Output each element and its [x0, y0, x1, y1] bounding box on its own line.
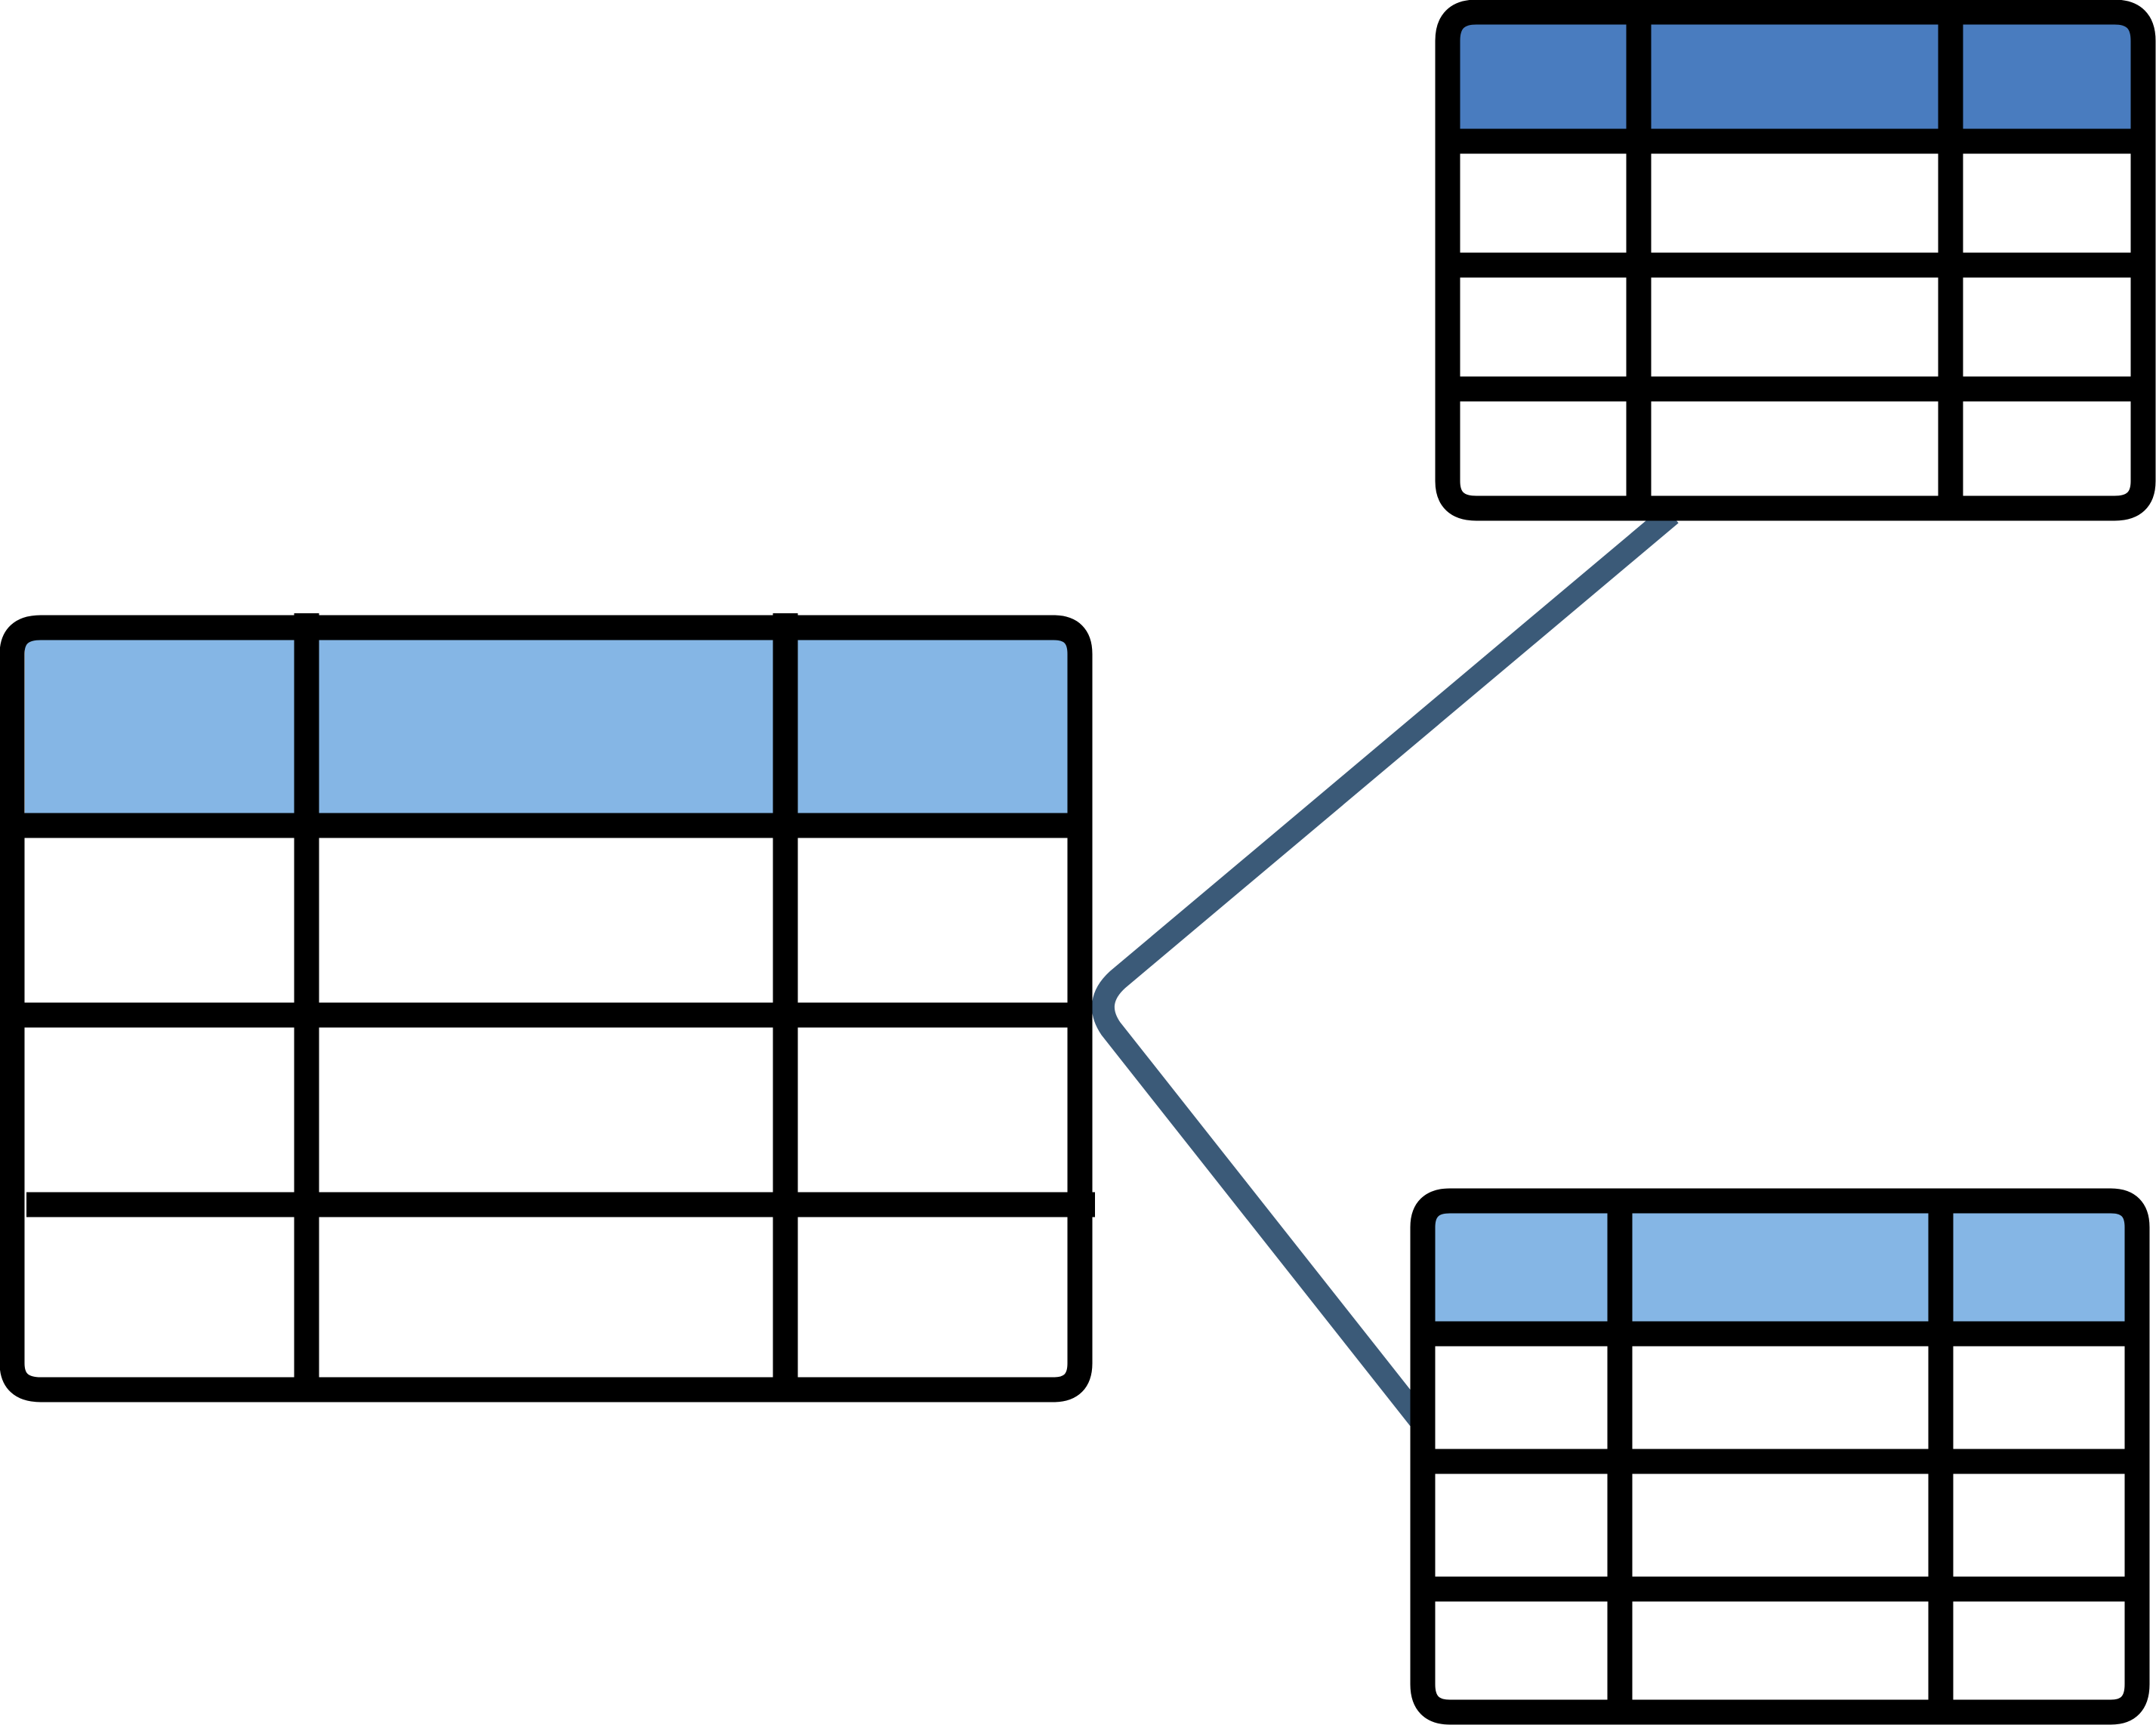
- bottom-right-table-header-fill: [1424, 1211, 2137, 1334]
- top-right-table-header-fill: [1448, 14, 2140, 140]
- bottom-right-table-gridlines: [1423, 1201, 2137, 1712]
- bottom-right-table: [1410, 1188, 2150, 1725]
- top-right-table: [1435, 0, 2156, 521]
- top-right-table-gridlines: [1448, 12, 2143, 508]
- connectors: [1091, 505, 1679, 1427]
- bottom-right-table-outline: [1410, 1188, 2150, 1725]
- left-table-outline: [0, 615, 1093, 1403]
- top-right-table-outline: [1435, 0, 2156, 521]
- left-table-header-fill: [25, 628, 1069, 824]
- connector-left-to-top-right: [1091, 505, 1679, 1427]
- left-table: [0, 613, 1095, 1403]
- left-table-gridlines: [12, 613, 1095, 1390]
